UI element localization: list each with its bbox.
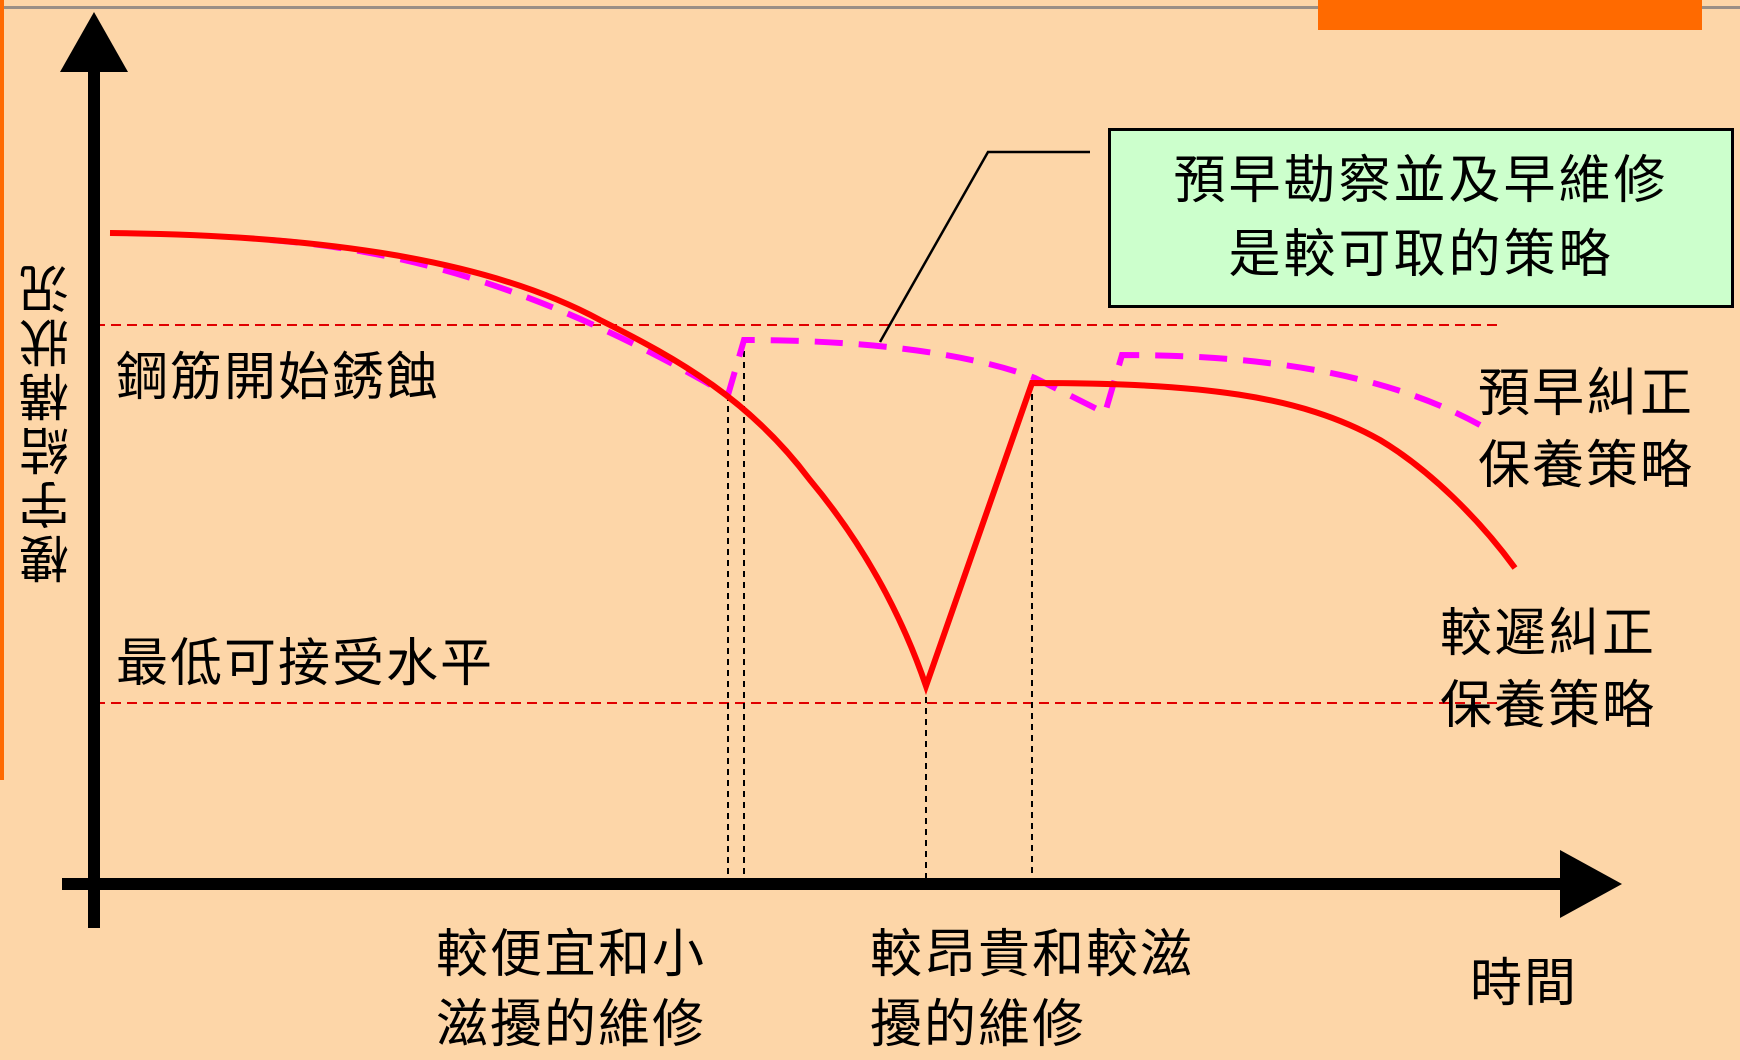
callout-leader [878, 150, 1090, 343]
cheap-repair-line-2: 滋擾的維修 [436, 995, 707, 1055]
late-strategy-line-2: 保養策略 [1440, 676, 1657, 736]
y-axis-arrowhead [60, 12, 128, 72]
expensive-repair-label: 較昂貴和較滋 擾的維修 [870, 920, 1194, 1060]
cheap-repair-label: 較便宜和小 滋擾的維修 [436, 920, 706, 1060]
expensive-repair-line-1: 較昂貴和較滋 [870, 925, 1195, 985]
top-rule [0, 6, 1740, 9]
late-strategy-line-1: 較遲糾正 [1440, 604, 1657, 664]
y-axis-title: 樓宇結構狀況 [19, 260, 77, 584]
callout-box: 預早勘察並及早維修 是較可取的策略 [1108, 128, 1734, 308]
x-axis-arrowhead [1560, 850, 1622, 918]
cheap-repair-line-1: 較便宜和小 [436, 925, 707, 985]
callout-line-2: 是較可取的策略 [1228, 225, 1614, 285]
callout-line-1: 預早勘察並及早維修 [1173, 151, 1669, 211]
left-edge-bar [0, 0, 4, 780]
expensive-repair-line-2: 擾的維修 [870, 995, 1087, 1055]
minimum-label: 最低可接受水平 [116, 634, 495, 694]
x-axis-title: 時間 [1470, 954, 1579, 1014]
early-strategy-line-2: 保養策略 [1478, 436, 1695, 496]
early-strategy-curve [269, 237, 1482, 428]
early-strategy-line-1: 預早糾正 [1478, 364, 1695, 424]
late-strategy-label: 較遲糾正 保養策略 [1440, 598, 1656, 742]
early-strategy-label: 預早糾正 保養策略 [1478, 358, 1694, 502]
late-strategy-curve [109, 230, 1518, 696]
orange-header-bar [1318, 0, 1702, 30]
corrosion-label: 鋼筋開始銹蝕 [116, 348, 441, 408]
